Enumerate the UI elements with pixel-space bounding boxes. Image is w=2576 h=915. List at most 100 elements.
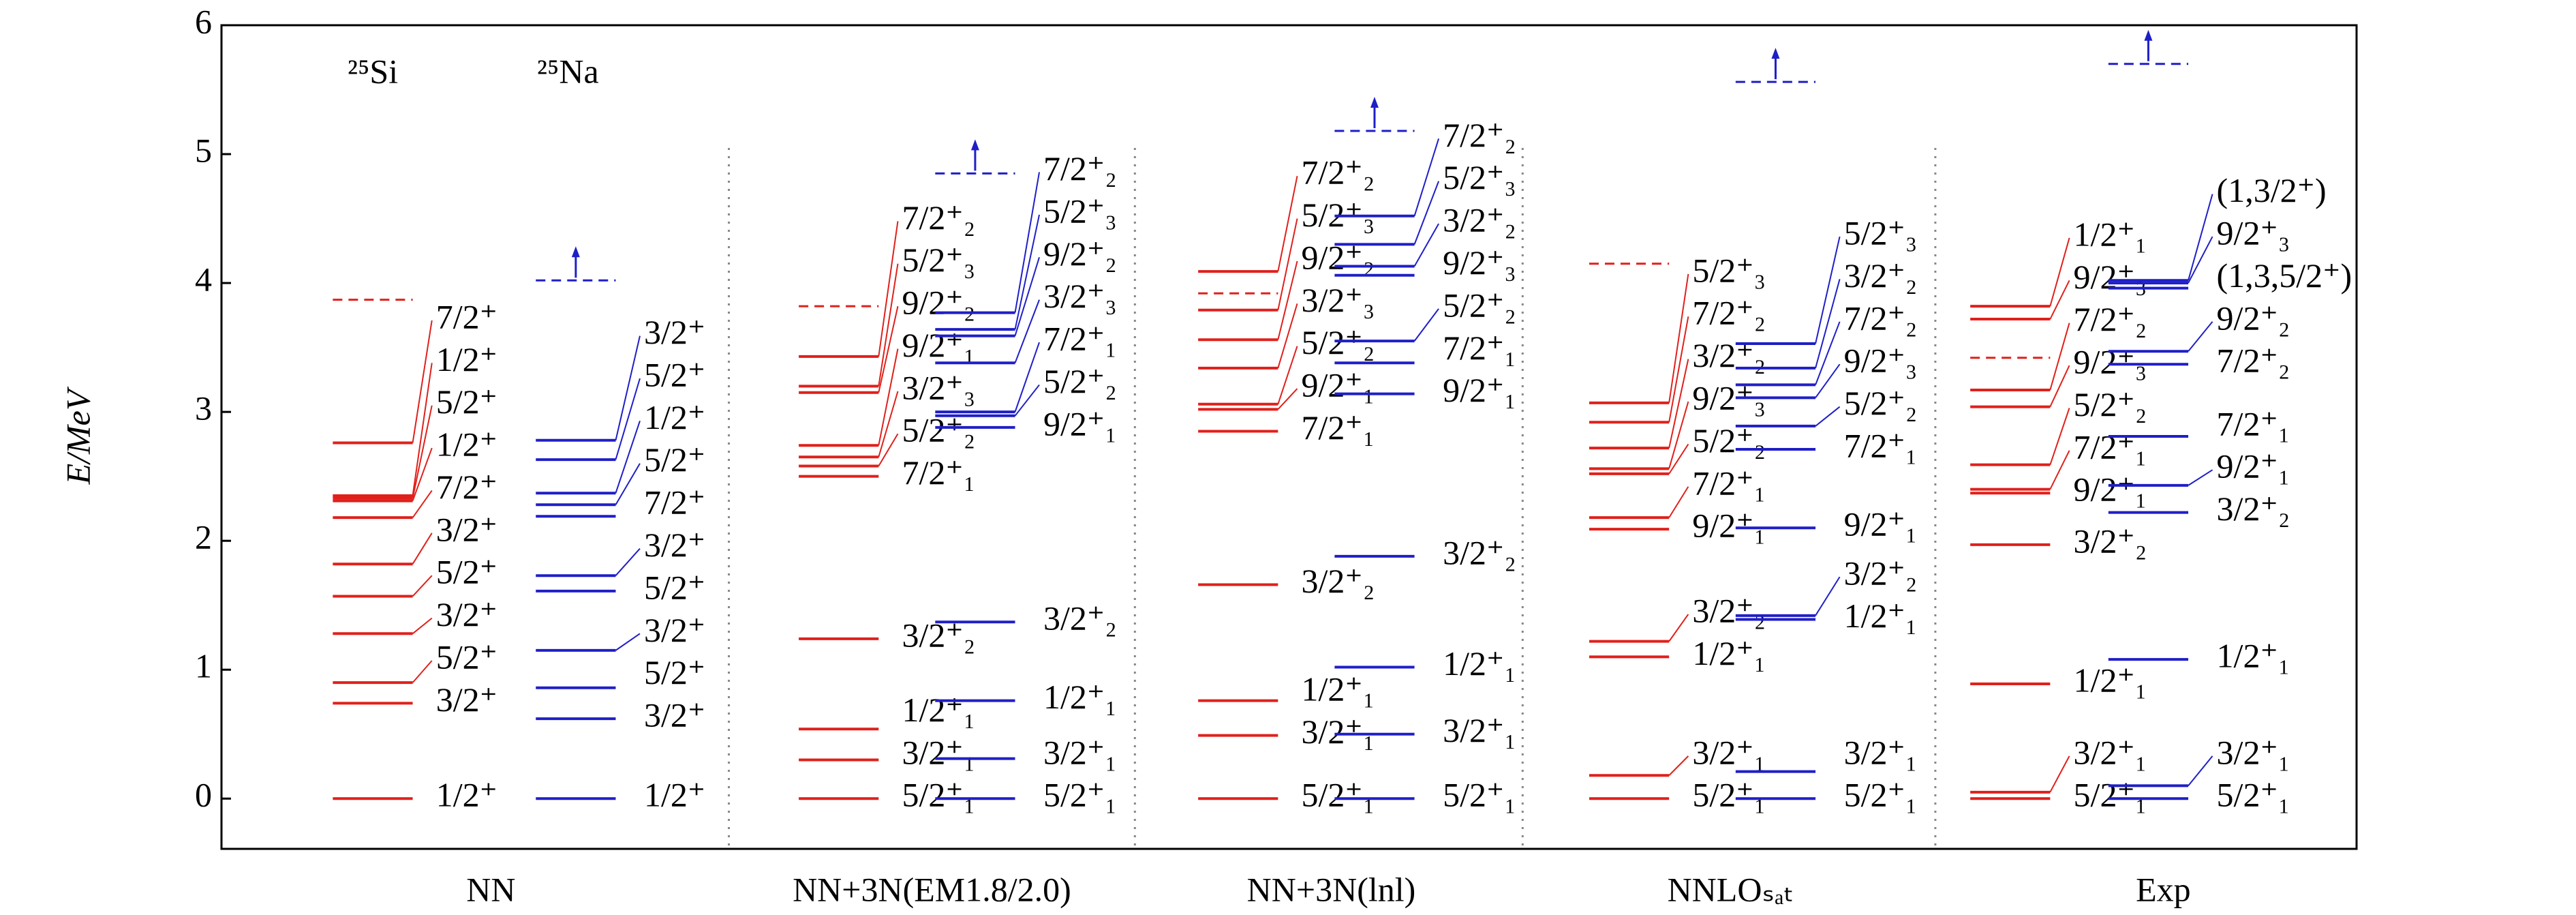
level-label: 3/2⁺₁ [1692, 733, 1766, 771]
level-label: 3/2⁺₂ [1844, 554, 1918, 592]
level-connector [412, 405, 433, 498]
level-label: 5/2⁺ [644, 653, 705, 691]
level-label: 5/2⁺ [644, 568, 705, 606]
level-connector [412, 320, 433, 443]
level-label: 5/2⁺₁ [1302, 776, 1375, 814]
level-label: 9/2⁺₃ [2074, 343, 2147, 381]
level-connector [1815, 321, 1841, 385]
level-label: 3/2⁺₂ [1443, 201, 1516, 239]
level-label: 9/2⁺₂ [2217, 299, 2290, 337]
level-label: 5/2⁺₁ [902, 776, 975, 814]
level-label: 3/2⁺₁ [902, 733, 975, 771]
level-label: (1,3/2⁺) [2217, 171, 2327, 209]
level-label: 5/2⁺ [436, 382, 497, 421]
level-connector [1815, 363, 1841, 398]
level-label: 5/2⁺₃ [1043, 192, 1117, 230]
level-connector [1815, 576, 1841, 616]
level-label: 9/2⁺₂ [902, 284, 975, 322]
level-connector [1668, 755, 1689, 776]
level-label: 3/2⁺₂ [1844, 256, 1918, 295]
level-connector [1277, 346, 1298, 405]
level-connector [1014, 299, 1040, 363]
level-label: 9/2⁺₁ [1043, 404, 1117, 442]
level-label: 9/2⁺₃ [1443, 243, 1516, 282]
level-connector [1277, 218, 1298, 310]
level-label: 7/2⁺₁ [1443, 329, 1516, 367]
species-label: ²⁵Na [537, 52, 599, 90]
level-connector [2049, 322, 2070, 391]
level-connector [412, 660, 433, 683]
level-label: 1/2⁺₁ [902, 691, 975, 729]
level-label: 3/2⁺₂ [1043, 599, 1117, 638]
y-tick-label: 0 [195, 776, 212, 814]
threshold-arrowhead [1370, 97, 1379, 108]
level-label: 5/2⁺₂ [1692, 421, 1766, 460]
level-label: 3/2⁺₃ [1302, 281, 1375, 319]
level-connector [2049, 237, 2070, 307]
level-connector [1413, 308, 1439, 342]
y-tick-label: 1 [195, 647, 212, 685]
level-label: 1/2⁺₁ [2217, 637, 2290, 675]
level-connector [878, 348, 899, 446]
level-label: 1/2⁺ [436, 776, 497, 814]
level-label: 7/2⁺ [436, 297, 497, 335]
level-label: 7/2⁺₂ [1692, 294, 1766, 332]
level-label: 5/2⁺₃ [1844, 214, 1918, 252]
level-label: 5/2⁺₂ [1302, 323, 1375, 361]
level-connector [2188, 236, 2213, 284]
level-connector [878, 221, 899, 357]
level-connector [1014, 342, 1040, 412]
level-connector [615, 335, 641, 440]
level-connector [1277, 260, 1298, 340]
level-label: 9/2⁺₁ [1302, 366, 1375, 404]
level-label: 1/2⁺₁ [1692, 634, 1766, 672]
level-label: 7/2⁺₂ [1302, 153, 1375, 192]
level-label: 5/2⁺ [644, 355, 705, 393]
group-label: Exp [2136, 870, 2191, 908]
group-label: NN+3N(lnl) [1247, 870, 1416, 908]
level-label: 3/2⁺₂ [1302, 562, 1375, 600]
level-label: 3/2⁺₂ [1692, 591, 1766, 629]
level-connector [878, 433, 899, 467]
level-connector [412, 575, 433, 597]
level-connector [2188, 321, 2213, 352]
level-label: 5/2⁺₃ [1692, 251, 1766, 289]
y-tick-label: 6 [195, 2, 212, 40]
level-connector [2188, 194, 2213, 281]
level-connector [412, 532, 433, 565]
level-connector [412, 363, 433, 496]
level-label: 9/2⁺₁ [2074, 470, 2147, 509]
level-label: 1/2⁺₁ [2074, 661, 2147, 699]
level-label: 5/2⁺₃ [1443, 158, 1516, 196]
level-label: 9/2⁺₁ [902, 326, 975, 364]
level-connector [2049, 408, 2070, 465]
level-connector [1277, 303, 1298, 369]
level-label: 1/2⁺₁ [1043, 678, 1117, 716]
level-connector [412, 490, 433, 518]
level-connector [1413, 181, 1440, 245]
level-connector [2049, 280, 2070, 320]
level-connector [878, 263, 899, 387]
level-label: 5/2⁺₁ [1844, 776, 1918, 814]
level-label: 5/2⁺₁ [1692, 776, 1766, 814]
level-label: 5/2⁺₁ [2217, 776, 2290, 814]
level-label: 1/2⁺₁ [2074, 215, 2147, 253]
level-label: 7/2⁺₁ [902, 453, 975, 492]
level-label: 9/2⁺₁ [1844, 505, 1918, 543]
level-label: 5/2⁺₁ [1443, 776, 1516, 814]
level-label: 3/2⁺ [436, 680, 497, 719]
level-label: 3/2⁺₃ [1043, 277, 1117, 315]
level-connector [1277, 388, 1298, 410]
level-label: 1/2⁺₁ [1302, 670, 1375, 708]
group-label: NN [466, 870, 515, 908]
level-label: 3/2⁺ [644, 313, 705, 351]
level-label: 1/2⁺₁ [1844, 597, 1918, 635]
level-label: 7/2⁺₁ [2217, 404, 2290, 442]
level-label: 9/2⁺₃ [2074, 258, 2147, 296]
level-label: 3/2⁺ [644, 696, 705, 734]
group-label: NN+3N(EM1.8/2.0) [793, 870, 1071, 908]
threshold-arrowhead [970, 139, 979, 151]
level-label: 7/2⁺ [436, 468, 497, 506]
level-label: 9/2⁺₂ [1043, 235, 1117, 273]
